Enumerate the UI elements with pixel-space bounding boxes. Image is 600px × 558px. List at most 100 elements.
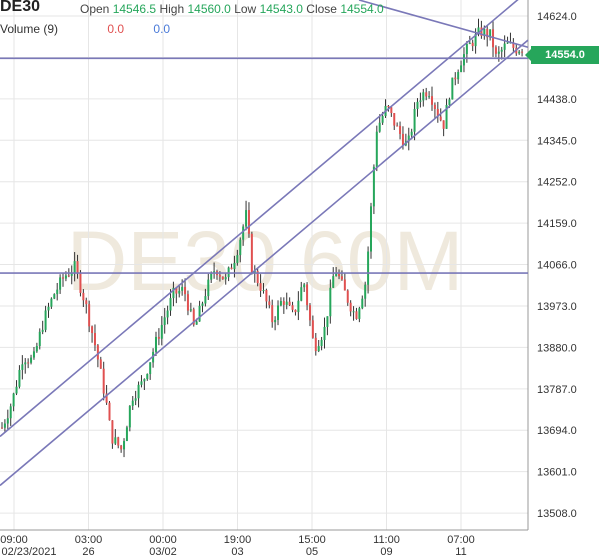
x-tick-date: 05 bbox=[306, 546, 318, 558]
candle-body bbox=[338, 273, 341, 277]
candle-body bbox=[262, 289, 265, 291]
candle-body bbox=[233, 262, 236, 270]
candle-body bbox=[96, 345, 99, 360]
candle-body bbox=[358, 308, 361, 319]
candle-body bbox=[128, 405, 131, 428]
candle-body bbox=[64, 275, 67, 279]
x-tick-date: 09 bbox=[380, 546, 392, 558]
candle-body bbox=[323, 326, 326, 340]
candle-body bbox=[172, 287, 175, 299]
candle-body bbox=[378, 122, 381, 132]
candle-body bbox=[372, 166, 375, 207]
candle-body bbox=[88, 304, 91, 327]
candle-body bbox=[186, 294, 189, 311]
candle-body bbox=[445, 104, 448, 129]
candle-body bbox=[154, 336, 157, 352]
candle-body bbox=[62, 277, 65, 279]
candle-body bbox=[410, 131, 413, 136]
candle-body bbox=[265, 289, 268, 302]
candle-body bbox=[242, 226, 245, 240]
candle-body bbox=[56, 289, 59, 295]
candle-body bbox=[108, 402, 111, 421]
ohlc-row: Open 14546.5 High 14560.0 Low 14543.0 Cl… bbox=[80, 2, 384, 16]
candle-body bbox=[53, 294, 56, 299]
x-tick-time: 15:00 bbox=[298, 534, 326, 546]
candle-body bbox=[425, 92, 428, 97]
candle-body bbox=[308, 305, 311, 321]
candle-body bbox=[439, 116, 442, 121]
candle-body bbox=[422, 92, 425, 101]
candle-body bbox=[291, 305, 294, 310]
candle-body bbox=[521, 51, 524, 53]
candle-body bbox=[314, 337, 317, 352]
candle-body bbox=[131, 400, 134, 406]
candle-body bbox=[506, 42, 509, 44]
last-price-tag: 14554.0 bbox=[525, 46, 599, 64]
candle-body bbox=[390, 107, 393, 114]
candle-body bbox=[146, 374, 149, 380]
open-label: Open bbox=[80, 2, 110, 16]
candle-body bbox=[21, 364, 24, 370]
candle-body bbox=[32, 351, 35, 358]
x-tick-date: 03/02 bbox=[149, 546, 177, 558]
candle-body bbox=[1, 427, 3, 429]
candle-body bbox=[317, 346, 320, 352]
channel-trendline bbox=[0, 39, 529, 487]
candle-body bbox=[3, 423, 6, 428]
candle-body bbox=[489, 29, 492, 38]
candle-body bbox=[497, 51, 500, 54]
candle-body bbox=[207, 279, 210, 297]
y-tick-label: 14624.0 bbox=[537, 11, 577, 23]
low-value: 14543.0 bbox=[259, 2, 303, 16]
candle-body bbox=[451, 77, 454, 100]
candle-body bbox=[134, 398, 137, 401]
candle-body bbox=[198, 305, 201, 322]
candle-body bbox=[195, 321, 198, 325]
channel-trendline bbox=[0, 0, 519, 438]
candle-body bbox=[483, 28, 486, 36]
candle-body bbox=[361, 298, 364, 309]
x-tick-date: 03 bbox=[231, 546, 243, 558]
y-tick-label: 13508.0 bbox=[537, 508, 577, 520]
symbol-label: DE30 bbox=[0, 0, 41, 15]
candle-body bbox=[282, 301, 285, 305]
candle-body bbox=[12, 393, 15, 407]
candle-body bbox=[462, 54, 465, 66]
candle-body bbox=[47, 306, 50, 311]
candle-body bbox=[137, 384, 140, 399]
resistance-trendline bbox=[358, 0, 529, 48]
candle-body bbox=[221, 276, 224, 280]
candle-body bbox=[178, 290, 181, 294]
open-value: 14546.5 bbox=[112, 2, 157, 16]
candle-body bbox=[239, 239, 242, 256]
candle-body bbox=[471, 42, 474, 47]
candle-body bbox=[332, 276, 335, 288]
candle-body bbox=[399, 125, 402, 134]
candle-body bbox=[35, 346, 38, 352]
candle-body bbox=[367, 251, 370, 285]
candle-body bbox=[393, 113, 396, 126]
candle-body bbox=[442, 120, 445, 129]
candle-body bbox=[247, 210, 250, 234]
x-tick-date: 26 bbox=[82, 546, 94, 558]
candle-body bbox=[518, 51, 521, 54]
candle-body bbox=[102, 368, 105, 394]
candle-body bbox=[236, 255, 239, 263]
candle-body bbox=[500, 49, 503, 52]
candle-body bbox=[181, 286, 184, 291]
candle-body bbox=[279, 301, 282, 306]
candle-body bbox=[250, 233, 253, 274]
candle-body bbox=[364, 284, 367, 299]
candle-body bbox=[492, 29, 495, 48]
candle-body bbox=[320, 339, 323, 347]
candle-body bbox=[143, 379, 146, 382]
candle-body bbox=[91, 326, 94, 334]
y-tick-label: 13694.0 bbox=[537, 425, 577, 437]
candle-body bbox=[477, 27, 480, 34]
candle-body bbox=[259, 283, 262, 291]
candle-body bbox=[419, 100, 422, 102]
candle-body bbox=[76, 261, 79, 274]
candle-body bbox=[329, 287, 332, 317]
candle-body bbox=[340, 276, 343, 280]
